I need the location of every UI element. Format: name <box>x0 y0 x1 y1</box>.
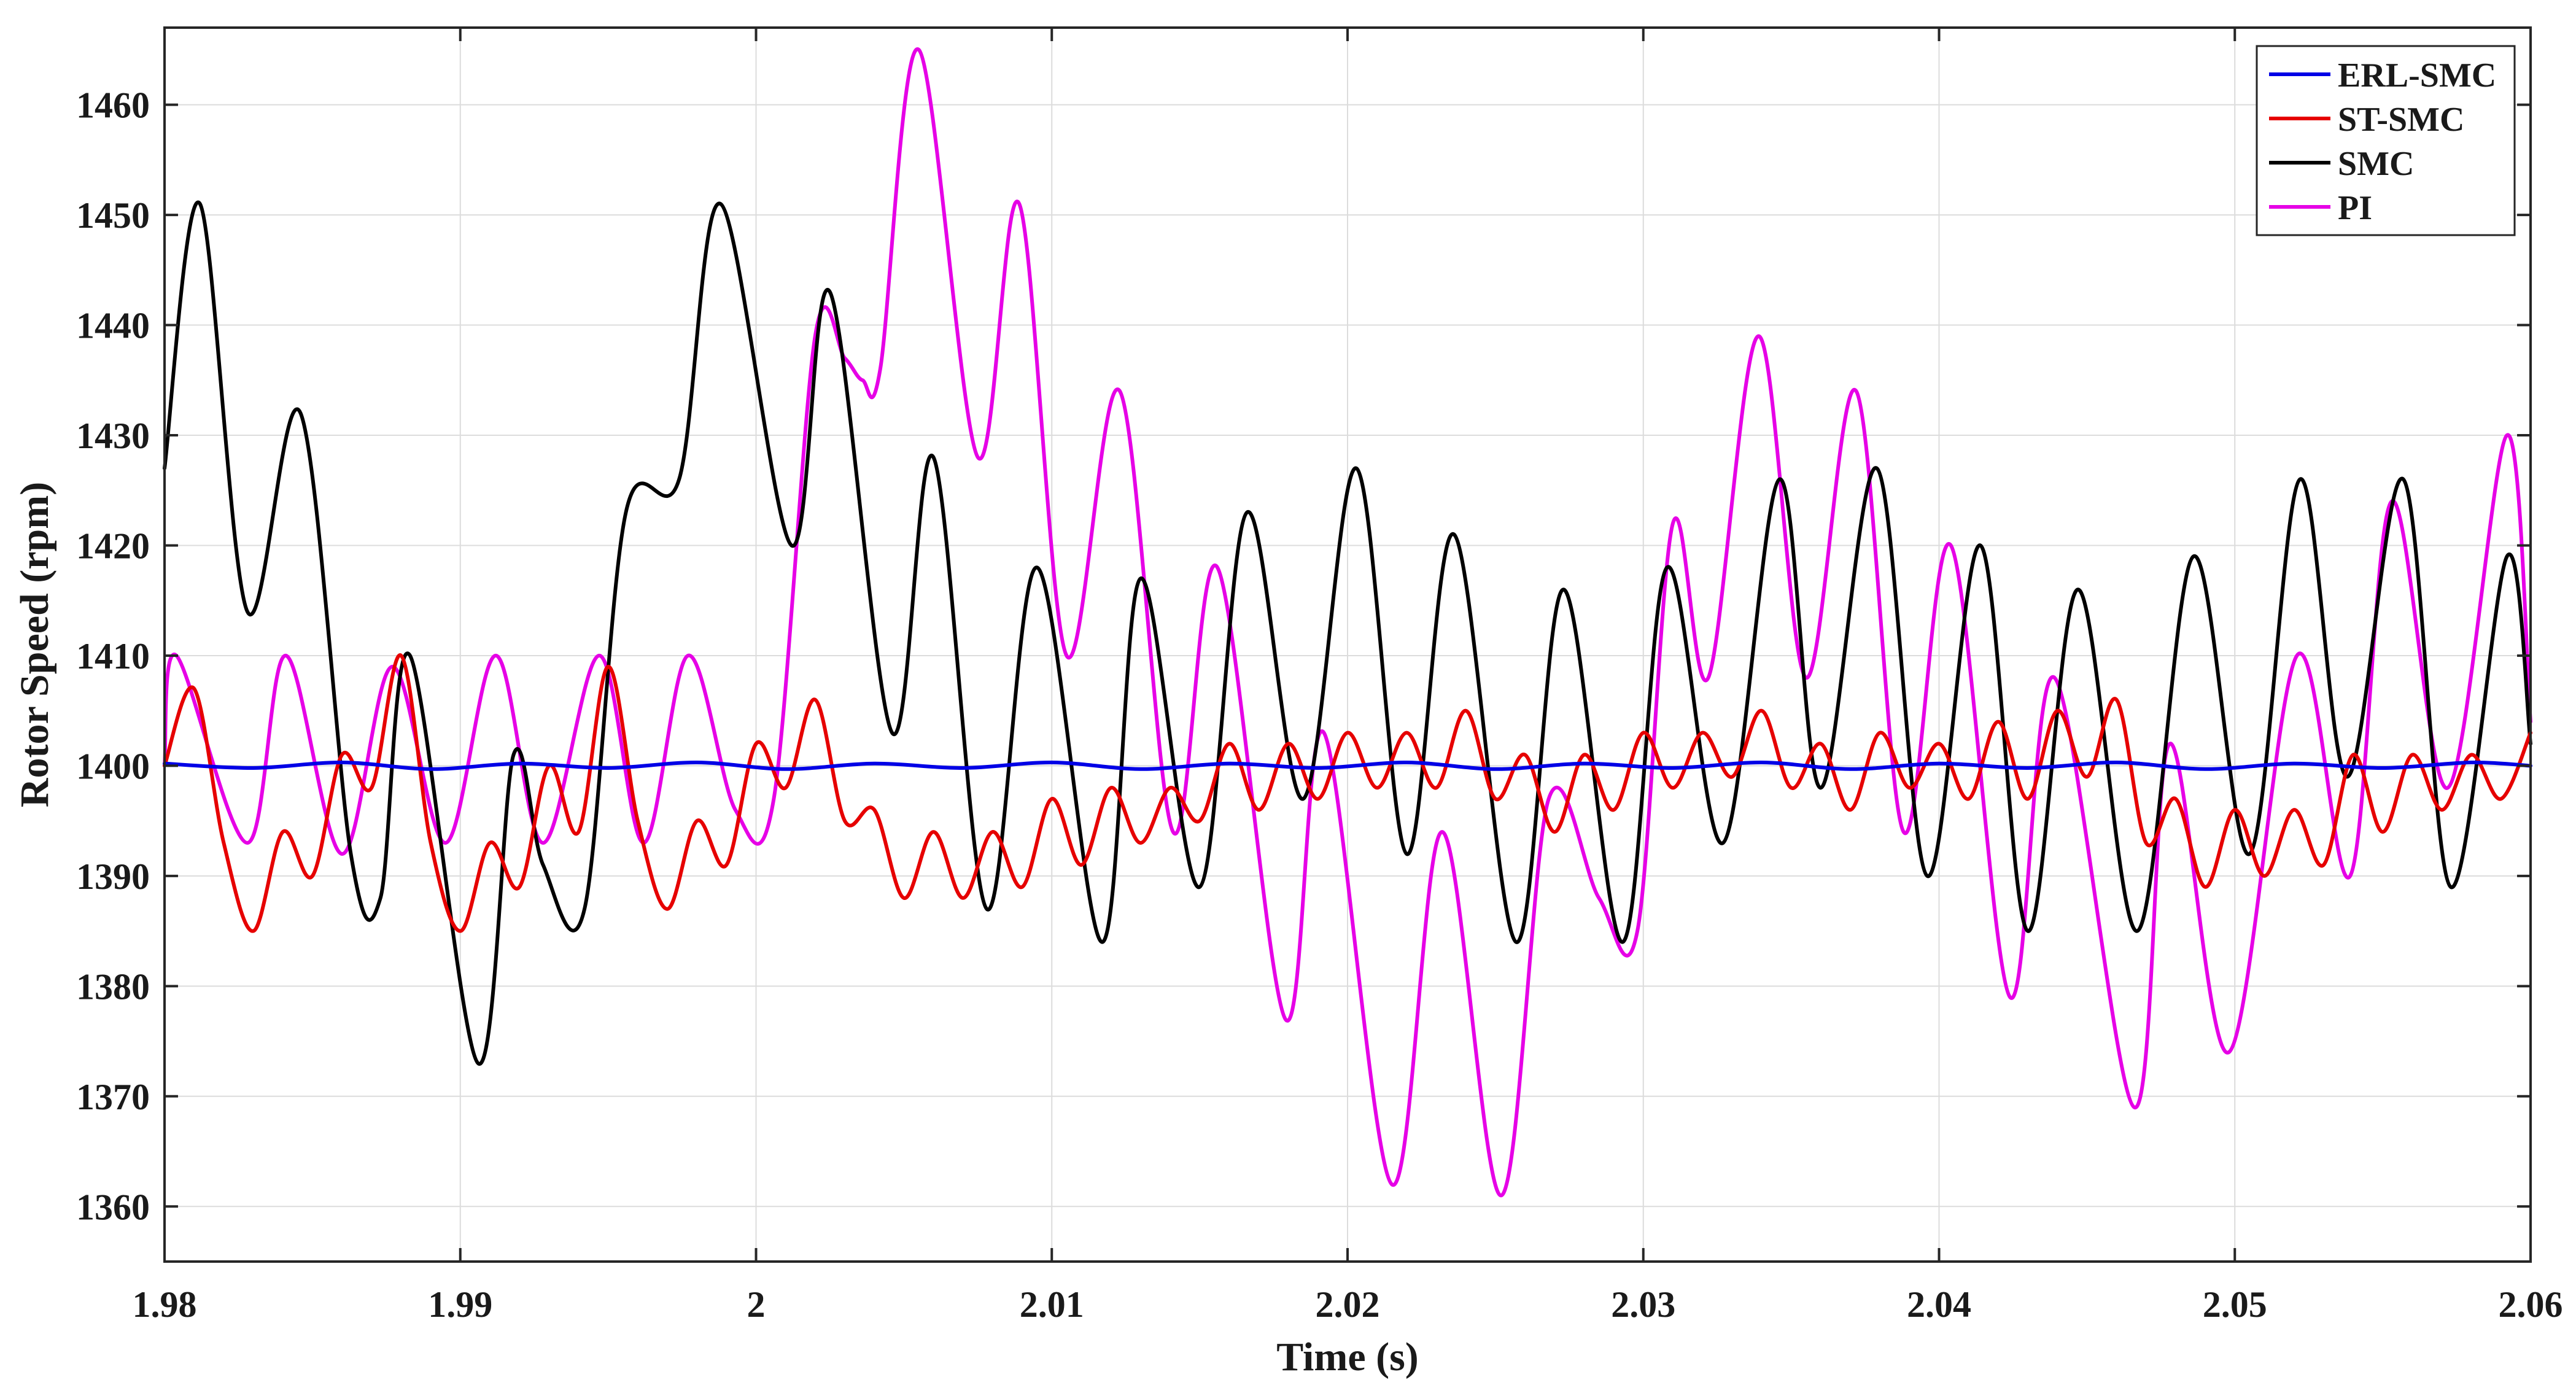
y-tick-label: 1440 <box>76 306 150 346</box>
y-tick-label: 1370 <box>76 1077 150 1117</box>
y-tick-label: 1400 <box>76 746 150 786</box>
x-tick-label: 2.05 <box>2203 1284 2267 1325</box>
legend-label: ST-SMC <box>2338 101 2464 139</box>
legend-label: PI <box>2338 189 2372 227</box>
x-tick-label: 2.02 <box>1316 1284 1380 1325</box>
series-lines <box>163 47 2532 1198</box>
x-tick-label: 2.06 <box>2499 1284 2563 1325</box>
axis-ticks: 1.98 1.99 2 2.01 2.02 2.03 2.04 2.05 2.06 1360 137… <box>76 28 2563 1325</box>
y-tick-label: 1390 <box>76 856 150 897</box>
y-tick-label: 1360 <box>76 1187 150 1227</box>
y-tick-label: 1420 <box>76 525 150 566</box>
series-line-st-smc <box>163 653 2532 933</box>
x-tick-label: 2 <box>747 1284 766 1325</box>
legend-label: ERL-SMC <box>2338 56 2496 95</box>
x-tick-label: 1.98 <box>133 1284 197 1325</box>
legend-box <box>2256 45 2516 236</box>
y-tick-label: 1380 <box>76 966 150 1007</box>
legend-label: SMC <box>2338 145 2414 183</box>
legend: ERL-SMC ST-SMC SMC PI <box>2256 45 2516 236</box>
y-tick-label: 1410 <box>76 636 150 677</box>
y-tick-label: 1430 <box>76 416 150 456</box>
y-tick-label: 1450 <box>76 195 150 236</box>
y-tick-label: 1460 <box>76 85 150 126</box>
x-tick-label: 1.99 <box>428 1284 492 1325</box>
series-line-erl-smc <box>163 760 2532 771</box>
y-axis-label: Rotor Speed (rpm) <box>12 482 57 807</box>
x-tick-label: 2.01 <box>1020 1284 1084 1325</box>
x-tick-label: 2.03 <box>1611 1284 1675 1325</box>
x-tick-label: 2.04 <box>1907 1284 1971 1325</box>
x-axis-label: Time (s) <box>1276 1335 1419 1379</box>
